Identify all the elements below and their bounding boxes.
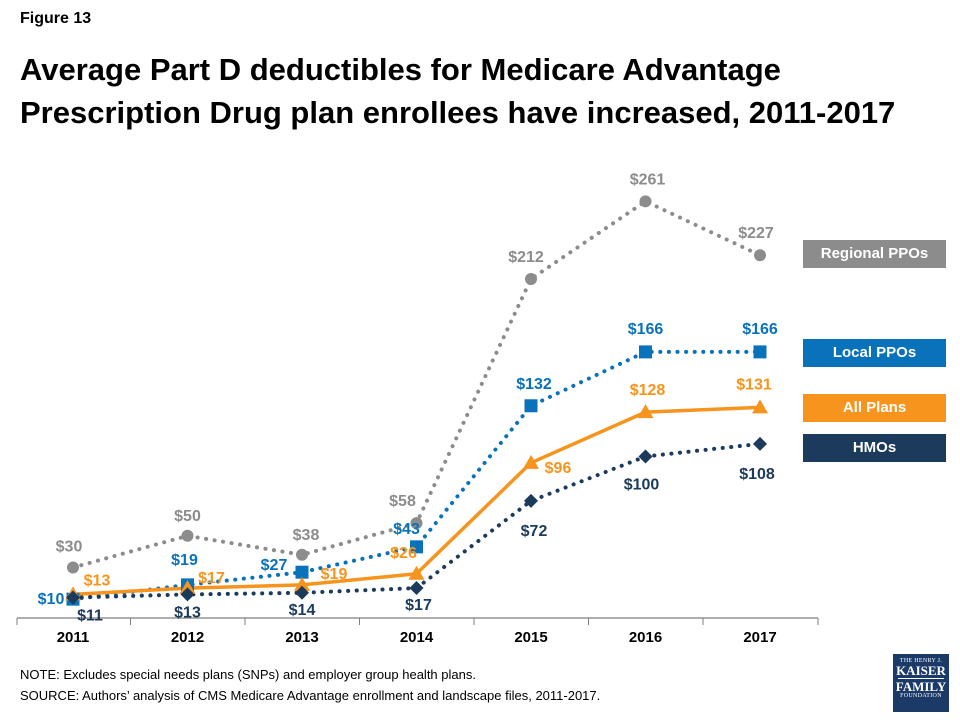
line-chart: 2011 2012 2013 2014 2015 2016 2017 $30 $50 $38 $58… <box>16 171 819 646</box>
data-label-hmos-2012: $13 <box>174 604 201 621</box>
point-regional-ppos-2016 <box>639 195 652 208</box>
point-all-plans-2013 <box>294 576 310 591</box>
data-label-regional-ppos-2013: $38 <box>293 527 320 544</box>
notes: NOTE: Excludes special needs plans (SNPs… <box>20 664 600 706</box>
legend-regional-ppos: Regional PPOs <box>803 240 946 268</box>
data-label-hmos-2017: $108 <box>739 466 775 483</box>
x-tick-label-2013: 2013 <box>285 629 318 646</box>
point-local-ppos-2015 <box>524 399 538 413</box>
note-text: NOTE: Excludes special needs plans (SNPs… <box>20 667 476 682</box>
data-label-all-plans-2013: $19 <box>321 566 348 583</box>
point-regional-ppos-2015 <box>525 272 537 285</box>
kff-logo: THE HENRY J. KAISER FAMILY FOUNDATION <box>893 654 949 712</box>
logo-line-2: KAISER <box>896 663 946 678</box>
point-hmos-2015 <box>524 493 538 508</box>
x-tick-label-2011: 2011 <box>57 629 90 646</box>
point-local-ppos-2016 <box>639 345 652 359</box>
x-tick-label-2016: 2016 <box>629 629 662 646</box>
legend-local-ppos: Local PPOs <box>803 339 946 367</box>
figure-label: Figure 13 <box>20 10 92 27</box>
data-label-local-ppos-2011: $10 <box>38 591 65 608</box>
data-label-local-ppos-2017: $166 <box>742 321 778 338</box>
chart-title-line-1: Average Part D deductibles for Medicare … <box>20 52 781 87</box>
x-tick-label-2014: 2014 <box>400 629 434 646</box>
point-all-plans-2012 <box>179 580 196 595</box>
data-label-all-plans-2011: $13 <box>84 572 111 589</box>
x-tick-label-2012: 2012 <box>171 629 204 646</box>
data-label-hmos-2011: $11 <box>77 608 103 625</box>
data-label-all-plans-2012: $17 <box>198 570 225 587</box>
point-regional-ppos-2014 <box>410 517 423 530</box>
point-hmos-2013 <box>295 585 309 600</box>
point-regional-ppos-2013 <box>296 548 308 561</box>
data-label-hmos-2016: $100 <box>624 477 660 494</box>
data-label-all-plans-2015: $96 <box>545 460 572 477</box>
point-all-plans-2015 <box>523 454 539 469</box>
point-hmos-2011 <box>66 590 80 605</box>
point-hmos-2012 <box>180 587 195 602</box>
data-label-regional-ppos-2012: $50 <box>174 508 201 525</box>
point-all-plans-2014 <box>408 565 425 580</box>
x-tick-label-2017: 2017 <box>743 629 776 646</box>
point-all-plans-2017 <box>752 399 768 414</box>
chart-title: Average Part D deductibles for Medicare … <box>20 48 950 134</box>
data-label-regional-ppos-2014: $58 <box>389 493 416 510</box>
data-label-all-plans-2017: $131 <box>736 376 772 393</box>
point-all-plans-2016 <box>637 404 654 419</box>
data-label-local-ppos-2014: $43 <box>393 521 420 538</box>
data-label-local-ppos-2016: $166 <box>628 321 664 338</box>
point-local-ppos-2017 <box>753 345 767 359</box>
point-local-ppos-2014 <box>410 540 423 554</box>
chart-title-line-2: Prescription Drug plan enrollees have in… <box>20 95 896 130</box>
data-label-regional-ppos-2016: $261 <box>630 171 666 188</box>
point-hmos-2014 <box>409 581 424 596</box>
logo-line-1: THE HENRY J. <box>899 658 943 664</box>
data-label-all-plans-2014: $26 <box>390 545 417 562</box>
point-local-ppos-2013 <box>295 565 309 579</box>
data-label-local-ppos-2013: $27 <box>261 557 288 574</box>
point-regional-ppos-2012 <box>181 529 194 542</box>
x-tick-label-2015: 2015 <box>514 629 547 646</box>
data-label-local-ppos-2015: $132 <box>516 376 552 393</box>
data-label-regional-ppos-2015: $212 <box>508 249 544 266</box>
point-regional-ppos-2017 <box>754 249 766 262</box>
point-hmos-2016 <box>638 449 653 464</box>
source-text: SOURCE: Authors’ analysis of CMS Medicar… <box>20 688 601 703</box>
point-regional-ppos-2011 <box>67 561 79 574</box>
data-label-regional-ppos-2017: $227 <box>738 225 774 242</box>
data-label-hmos-2015: $72 <box>521 523 548 540</box>
data-label-hmos-2014: $17 <box>405 597 432 614</box>
logo-line-3: FAMILY <box>895 679 947 694</box>
legend-hmos: HMOs <box>803 434 946 462</box>
point-hmos-2017 <box>753 436 767 451</box>
data-label-regional-ppos-2011: $30 <box>56 538 83 555</box>
data-label-all-plans-2016: $128 <box>630 382 666 399</box>
logo-line-4: FOUNDATION <box>900 693 942 699</box>
legend-all-plans: All Plans <box>803 394 946 422</box>
data-label-local-ppos-2012: $19 <box>171 552 198 569</box>
data-label-hmos-2013: $14 <box>289 602 316 619</box>
